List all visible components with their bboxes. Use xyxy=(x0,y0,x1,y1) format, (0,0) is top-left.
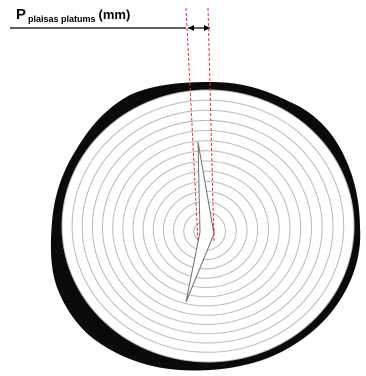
guide-line-left xyxy=(185,7,199,243)
label-letter: P xyxy=(16,6,27,23)
growth-ring xyxy=(142,170,270,289)
guide-line-right xyxy=(207,7,215,243)
growth-ring xyxy=(152,180,259,279)
growth-ring xyxy=(71,99,345,353)
growth-ring xyxy=(122,150,291,307)
label-unit: (mm) xyxy=(98,7,131,22)
growth-ring xyxy=(132,160,280,298)
label-subscript: plaisas platums xyxy=(28,14,96,24)
growth-ring xyxy=(112,140,302,316)
crack xyxy=(185,141,215,303)
growth-ring xyxy=(91,119,323,335)
growth-ring xyxy=(102,130,312,325)
width-dimension-arrow xyxy=(188,25,210,31)
growth-ring xyxy=(81,109,334,344)
